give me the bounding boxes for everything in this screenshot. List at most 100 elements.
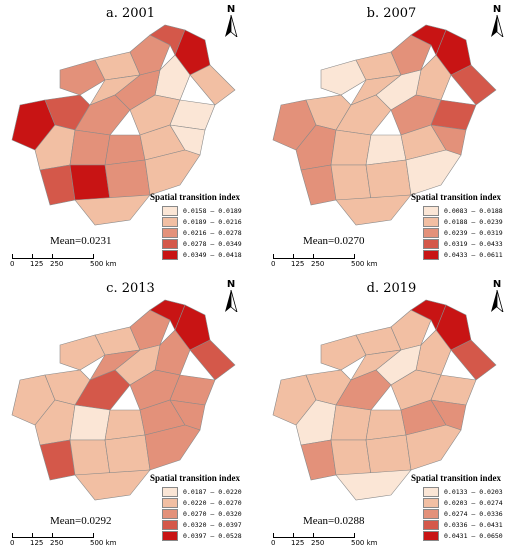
scale-line (12, 533, 94, 538)
map-region-16 (330, 129, 372, 166)
scale-line (273, 254, 355, 259)
scale-tick (52, 254, 53, 258)
scale-label: 125 (291, 539, 305, 547)
map-region-21 (330, 439, 372, 476)
scale-tick (52, 533, 53, 537)
legend-item: 0.0431 — 0.0650 (423, 530, 522, 541)
legend-label: 0.0433 — 0.0611 (444, 250, 503, 259)
map-region-3 (390, 34, 432, 76)
legend-item: 0.0158 — 0.0189 (162, 205, 268, 216)
legend: Spatial transition index 0.0158 — 0.0189 0… (150, 192, 268, 260)
choropleth-map (272, 24, 497, 226)
legend-item: 0.0349 — 0.0418 (162, 249, 268, 260)
scale-label: 500 km (351, 539, 378, 547)
map-region-12 (335, 369, 392, 411)
panel-2019: d. 2019 N Spatial transition index 0.0133 —… (261, 275, 522, 550)
map-region-22 (365, 159, 412, 201)
scale-label: 500 km (90, 539, 117, 547)
scale-label: 500 km (351, 260, 378, 268)
map-region-23 (405, 149, 462, 196)
north-letter: N (492, 279, 502, 290)
scale-label: 250 (50, 539, 64, 547)
legend-item: 0.0319 — 0.0433 (423, 238, 522, 249)
map-region-12 (74, 369, 131, 411)
map-region-20 (39, 164, 76, 206)
scale-label: 250 (50, 260, 64, 268)
legend-swatch (423, 238, 439, 249)
legend-label: 0.0320 — 0.0397 (183, 520, 242, 529)
choropleth-map (11, 24, 236, 226)
legend-swatch (423, 519, 439, 530)
scale-line (12, 254, 94, 259)
legend-swatch (162, 238, 178, 249)
legend-item: 0.0188 — 0.0239 (423, 216, 522, 227)
scale-label: 250 (311, 539, 325, 547)
legend-item: 0.0320 — 0.0397 (162, 519, 268, 530)
map-region-24 (335, 194, 412, 226)
scale-label: 0 (271, 539, 276, 547)
scale-label: 125 (291, 260, 305, 268)
legend-item: 0.0274 — 0.0336 (423, 508, 522, 519)
legend-title: Spatial transition index (411, 192, 502, 202)
panel-2013: c. 2013 N Spatial transition index 0.0187 —… (0, 275, 261, 550)
north-arrow-icon: N (486, 4, 508, 38)
map-region-21 (69, 439, 111, 476)
map-region-12 (335, 94, 392, 136)
map-region-3 (390, 309, 432, 351)
scale-bar: 0 125 250 500 km (10, 252, 116, 272)
legend-label: 0.0189 — 0.0216 (183, 217, 242, 226)
legend-swatch (423, 227, 439, 238)
legend-item: 0.0433 — 0.0611 (423, 249, 522, 260)
map-region-1 (59, 334, 106, 371)
legend-item: 0.0189 — 0.0216 (162, 216, 268, 227)
legend-label: 0.0349 — 0.0418 (183, 250, 242, 259)
north-arrow-icon: N (486, 279, 508, 313)
mean-value: Mean=0.0231 (50, 235, 112, 247)
map-region-16 (69, 129, 111, 166)
legend-label: 0.0216 — 0.0278 (183, 228, 242, 237)
choropleth-map (272, 299, 497, 501)
legend-item: 0.0083 — 0.0188 (423, 205, 522, 216)
legend-label: 0.0431 — 0.0650 (444, 531, 503, 540)
legend-label: 0.0158 — 0.0189 (183, 206, 242, 215)
scale-tick (32, 533, 33, 537)
legend-swatch (162, 216, 178, 227)
map-region-22 (104, 159, 151, 201)
scale-label: 500 km (90, 260, 117, 268)
map-region-20 (39, 439, 76, 481)
scale-tick (313, 254, 314, 258)
map-region-12 (74, 94, 131, 136)
choropleth-map (11, 299, 236, 501)
mean-value: Mean=0.0288 (303, 515, 365, 527)
legend-swatch (423, 205, 439, 216)
legend-title: Spatial transition index (150, 192, 241, 202)
legend-label: 0.0239 — 0.0319 (444, 228, 503, 237)
panel-2001: a. 2001 N Spatial transition index 0.0158 —… (0, 0, 261, 275)
legend-swatch (162, 486, 178, 497)
north-arrow-icon: N (220, 4, 242, 38)
map-region-1 (320, 334, 367, 371)
map-region-23 (144, 149, 201, 196)
scale-label: 125 (30, 260, 44, 268)
legend-swatch (423, 530, 439, 541)
map-region-20 (300, 439, 337, 481)
panel-title: c. 2013 (106, 281, 155, 296)
map-region-1 (59, 59, 106, 96)
legend-item: 0.0220 — 0.0270 (162, 497, 268, 508)
legend-swatch (162, 530, 178, 541)
scale-bar: 0 125 250 500 km (271, 531, 377, 551)
mean-value: Mean=0.0270 (303, 235, 365, 247)
legend-title: Spatial transition index (411, 473, 502, 483)
legend: Spatial transition index 0.0083 — 0.0188 0… (411, 192, 522, 260)
legend-swatch (423, 497, 439, 508)
map-region-24 (335, 469, 412, 501)
map-region-22 (365, 434, 412, 476)
scale-label: 125 (30, 539, 44, 547)
legend-label: 0.0336 — 0.0431 (444, 520, 503, 529)
legend-swatch (423, 216, 439, 227)
legend-item: 0.0397 — 0.0528 (162, 530, 268, 541)
north-letter: N (226, 4, 236, 15)
legend-label: 0.0203 — 0.0274 (444, 498, 503, 507)
scale-tick (313, 533, 314, 537)
legend-label: 0.0083 — 0.0188 (444, 206, 503, 215)
